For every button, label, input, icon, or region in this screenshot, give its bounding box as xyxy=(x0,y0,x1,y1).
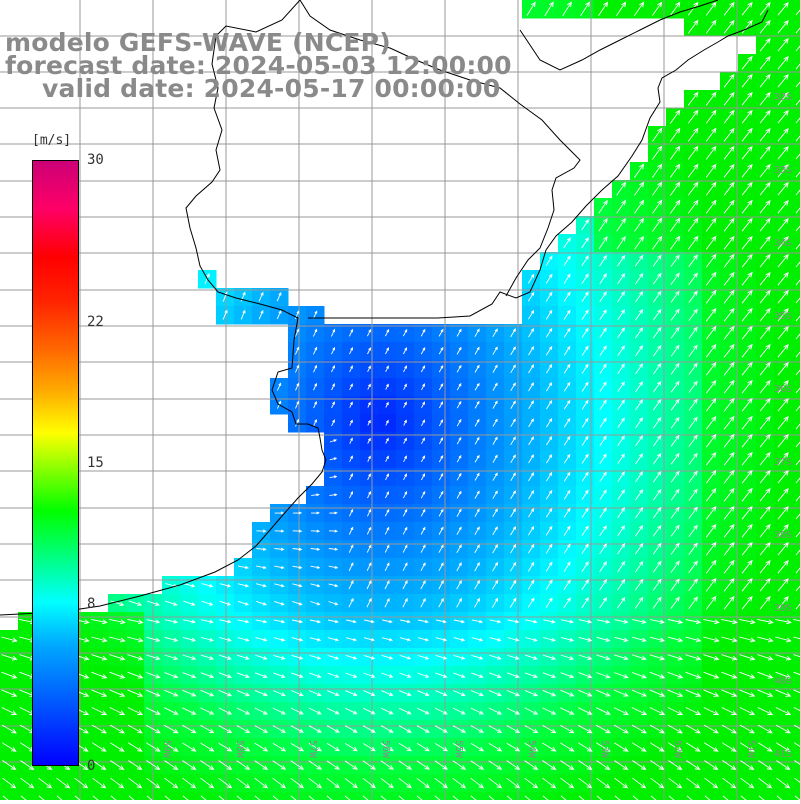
colorbar-tick-label: 30 xyxy=(87,153,104,167)
wind-speed-cell xyxy=(792,0,800,19)
wind-speed-cell xyxy=(792,216,800,235)
wind-speed-cell xyxy=(792,342,800,361)
longitude-label: 56W xyxy=(380,740,391,759)
wind-speed-cell xyxy=(792,306,800,325)
longitude-label: 52W xyxy=(672,740,683,759)
wind-speed-cell xyxy=(792,702,800,721)
longitude-label: 54W xyxy=(526,740,537,759)
wind-speed-cell xyxy=(792,414,800,433)
wind-speed-cell xyxy=(792,234,800,253)
wind-speed-cell xyxy=(792,360,800,379)
wind-speed-cell xyxy=(792,684,800,703)
latitude-label: 39S xyxy=(774,603,792,614)
wind-speed-cell xyxy=(792,18,800,37)
title-valid-date: valid date: 2024-05-17 00:00:00 xyxy=(42,76,500,101)
wind-speed-cell xyxy=(792,180,800,199)
wind-speed-cell xyxy=(792,648,800,667)
wind-speed-cell xyxy=(792,162,800,181)
longitude-label: 59W xyxy=(161,740,172,759)
latitude-label: 37S xyxy=(774,457,792,468)
wind-speed-cell xyxy=(792,540,800,559)
wind-speed-cell xyxy=(792,198,800,217)
latitude-label: 34S xyxy=(774,238,792,249)
colorbar-unit-label: [m/s] xyxy=(32,133,71,148)
colorbar-tick-label: 8 xyxy=(87,597,95,611)
longitude-label: 58W xyxy=(234,740,245,759)
colorbar-tick-label: 22 xyxy=(87,315,104,329)
wind-speed-cell xyxy=(792,594,800,613)
colorbar xyxy=(32,160,79,766)
latitude-label: 41S xyxy=(774,749,792,760)
wind-speed-cell xyxy=(792,126,800,145)
wind-speed-cell xyxy=(792,54,800,73)
wind-speed-cell xyxy=(792,522,800,541)
wind-speed-cell xyxy=(792,504,800,523)
wind-speed-cell xyxy=(792,36,800,55)
longitude-label: 53W xyxy=(599,740,610,759)
wind-speed-cell xyxy=(792,288,800,307)
wind-speed-cell xyxy=(792,378,800,397)
wind-speed-cell xyxy=(792,450,800,469)
latitude-label: 33S xyxy=(774,165,792,176)
wind-speed-cell xyxy=(792,666,800,685)
latitude-label: 35S xyxy=(774,311,792,322)
longitude-label: 57W xyxy=(307,740,318,759)
wind-speed-cell xyxy=(792,576,800,595)
wind-speed-cell xyxy=(792,108,800,127)
wind-speed-cell xyxy=(792,612,800,631)
wind-speed-cell xyxy=(792,738,800,757)
wind-speed-cell xyxy=(792,72,800,91)
wind-speed-cell xyxy=(792,144,800,163)
wind-speed-cell xyxy=(792,774,800,793)
latitude-label: 36S xyxy=(774,384,792,395)
wind-speed-cell xyxy=(792,270,800,289)
wind-speed-cell xyxy=(792,324,800,343)
wind-speed-cell xyxy=(792,720,800,739)
longitude-label: 51W xyxy=(745,740,756,759)
wind-speed-cell xyxy=(792,756,800,775)
colorbar-tick-label: 15 xyxy=(87,456,104,470)
wind-speed-cell xyxy=(792,90,800,109)
wind-speed-cell xyxy=(792,486,800,505)
wind-speed-cell xyxy=(792,558,800,577)
longitude-label: 55W xyxy=(453,740,464,759)
latitude-label: 40S xyxy=(774,676,792,687)
wind-speed-cell xyxy=(792,252,800,271)
wind-speed-cell xyxy=(792,630,800,649)
latitude-label: 32S xyxy=(774,92,792,103)
colorbar-tick-label: 0 xyxy=(87,759,95,773)
latitude-label: 38S xyxy=(774,530,792,541)
